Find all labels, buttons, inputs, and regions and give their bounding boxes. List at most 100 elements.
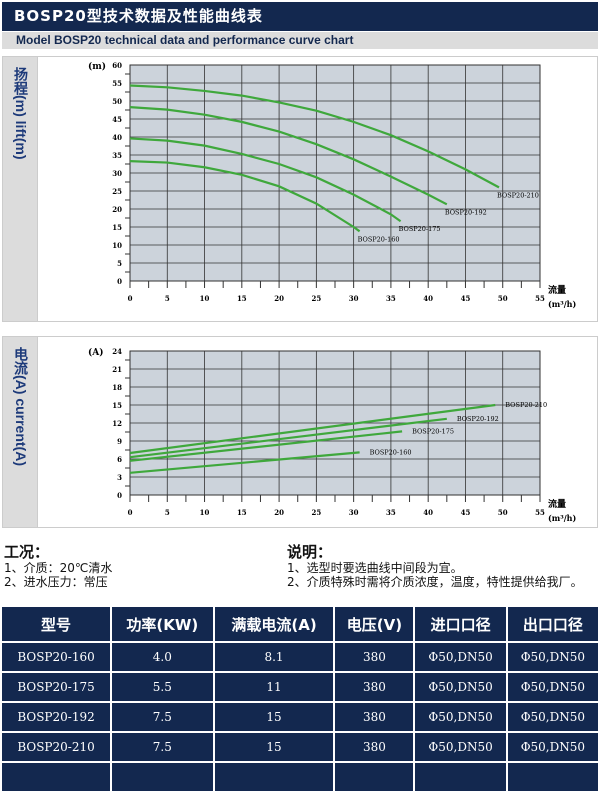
x-tick-label: 40 <box>423 294 433 303</box>
column-header: 进口口径 <box>415 607 506 641</box>
y-tick-label: 9 <box>117 437 122 446</box>
series-line <box>129 403 496 455</box>
y-tick-label: 45 <box>112 115 122 124</box>
page-subtitle: Model BOSP20 technical data and performa… <box>2 32 598 49</box>
condition-item: 2、进水压力：常压 <box>4 575 108 589</box>
table-cell <box>214 763 334 791</box>
table-cell: Φ50,DN50 <box>507 673 598 701</box>
table-cell <box>335 763 414 791</box>
y-tick-label: 55 <box>112 79 122 88</box>
y-axis-strip: 电流(A) current(A) <box>3 337 38 527</box>
table-cell: Φ50,DN50 <box>507 733 598 761</box>
x-axis-unit: (m³/h) <box>548 513 576 523</box>
table-cell: Φ50,DN50 <box>415 673 506 701</box>
series-label: BOSP20-192 <box>445 208 487 216</box>
conditions: 工况： 1、介质：20℃清水 2、进水压力：常压 <box>4 543 113 590</box>
table-cell: 7.5 <box>112 733 213 761</box>
y-tick-label: 21 <box>112 365 122 374</box>
table-cell: Φ50,DN50 <box>507 643 598 671</box>
x-tick-label: 15 <box>237 508 247 517</box>
notes-title: 说明： <box>287 543 333 561</box>
condition-item: 1、介质：20℃清水 <box>4 561 113 575</box>
x-tick-label: 25 <box>311 294 321 303</box>
table-cell: 380 <box>335 673 414 701</box>
y-tick-label: 50 <box>112 97 122 106</box>
y-tick-label: 3 <box>117 473 122 482</box>
x-tick-label: 15 <box>237 294 247 303</box>
x-tick-label: 50 <box>498 294 508 303</box>
table-cell: 15 <box>214 703 334 731</box>
y-axis-title: 扬程(m) lift(m) <box>13 67 29 160</box>
y-tick-label: 12 <box>112 419 122 428</box>
x-tick-label: 40 <box>423 508 433 517</box>
table-cell: Φ50,DN50 <box>415 643 506 671</box>
series-label: BOSP20-210 <box>497 191 539 199</box>
series-line <box>129 160 361 233</box>
table-cell: 4.0 <box>112 643 213 671</box>
y-tick-label: 18 <box>112 383 122 392</box>
y-tick-label: 10 <box>112 241 122 250</box>
x-axis-title: 流量 <box>548 498 566 510</box>
y-axis-strip: 扬程(m) lift(m) <box>3 57 38 321</box>
note-item: 2、介质特殊时需将介质浓度，温度，特性提供给我厂。 <box>287 575 583 589</box>
table-cell <box>112 763 213 791</box>
y-axis-unit: (m) <box>88 61 106 72</box>
table-cell: BOSP20-210 <box>2 733 111 761</box>
conditions-title: 工况： <box>4 543 50 561</box>
y-tick-label: 15 <box>112 401 122 410</box>
table-cell: Φ50,DN50 <box>415 703 506 731</box>
column-header: 满载电流(A) <box>214 607 334 641</box>
table-cell: BOSP20-160 <box>2 643 111 671</box>
y-tick-label: 25 <box>112 187 122 196</box>
column-header: 出口口径 <box>507 607 598 641</box>
table-row <box>2 763 598 791</box>
table-cell: 380 <box>335 703 414 731</box>
x-tick-label: 30 <box>349 508 359 517</box>
table-cell: BOSP20-175 <box>2 673 111 701</box>
series-label: BOSP20-175 <box>399 225 441 233</box>
y-tick-label: 20 <box>112 205 122 214</box>
table-header-row: 型号 功率(KW) 满载电流(A) 电压(V) 进口口径 出口口径 <box>2 607 598 641</box>
table-cell <box>415 763 506 791</box>
table-cell: 380 <box>335 643 414 671</box>
x-tick-label: 20 <box>274 294 284 303</box>
series-label: BOSP20-175 <box>412 427 454 435</box>
series-label: BOSP20-192 <box>457 415 499 423</box>
notes: 说明： 1、选型时要选曲线中间段为宜。 2、介质特殊时需将介质浓度，温度，特性提… <box>287 543 583 590</box>
spec-table: 型号 功率(KW) 满载电流(A) 电压(V) 进口口径 出口口径 BOSP20… <box>0 605 600 793</box>
x-tick-label: 45 <box>461 508 471 517</box>
x-tick-label: 55 <box>535 294 545 303</box>
table-cell: 15 <box>214 733 334 761</box>
y-tick-label: 40 <box>112 133 122 142</box>
table-cell: 5.5 <box>112 673 213 701</box>
series-line <box>129 106 448 206</box>
table-cell: Φ50,DN50 <box>415 733 506 761</box>
x-tick-label: 45 <box>461 294 471 303</box>
x-tick-label: 10 <box>200 508 210 517</box>
column-header: 功率(KW) <box>112 607 213 641</box>
series-line <box>129 451 360 474</box>
table-cell: 11 <box>214 673 334 701</box>
series-label: BOSP20-160 <box>370 448 412 456</box>
y-tick-label: 6 <box>117 455 122 464</box>
series-line <box>129 84 500 189</box>
x-tick-label: 20 <box>274 508 284 517</box>
x-tick-label: 55 <box>535 508 545 517</box>
table-cell: 8.1 <box>214 643 334 671</box>
x-tick-label: 0 <box>128 294 133 303</box>
y-tick-label: 35 <box>112 151 122 160</box>
x-tick-label: 35 <box>386 508 396 517</box>
series-line <box>129 417 447 459</box>
x-tick-label: 5 <box>165 508 170 517</box>
y-tick-label: 24 <box>112 347 122 356</box>
x-tick-label: 5 <box>165 294 170 303</box>
x-axis-title: 流量 <box>548 284 566 296</box>
column-header: 型号 <box>2 607 111 641</box>
table-cell <box>2 763 111 791</box>
y-axis-unit: (A) <box>88 347 104 358</box>
series-line <box>129 430 403 462</box>
table-cell <box>507 763 598 791</box>
table-row: BOSP20-175 5.5 11 380 Φ50,DN50 Φ50,DN50 <box>2 673 598 701</box>
x-tick-label: 25 <box>311 508 321 517</box>
y-tick-label: 0 <box>117 277 122 286</box>
